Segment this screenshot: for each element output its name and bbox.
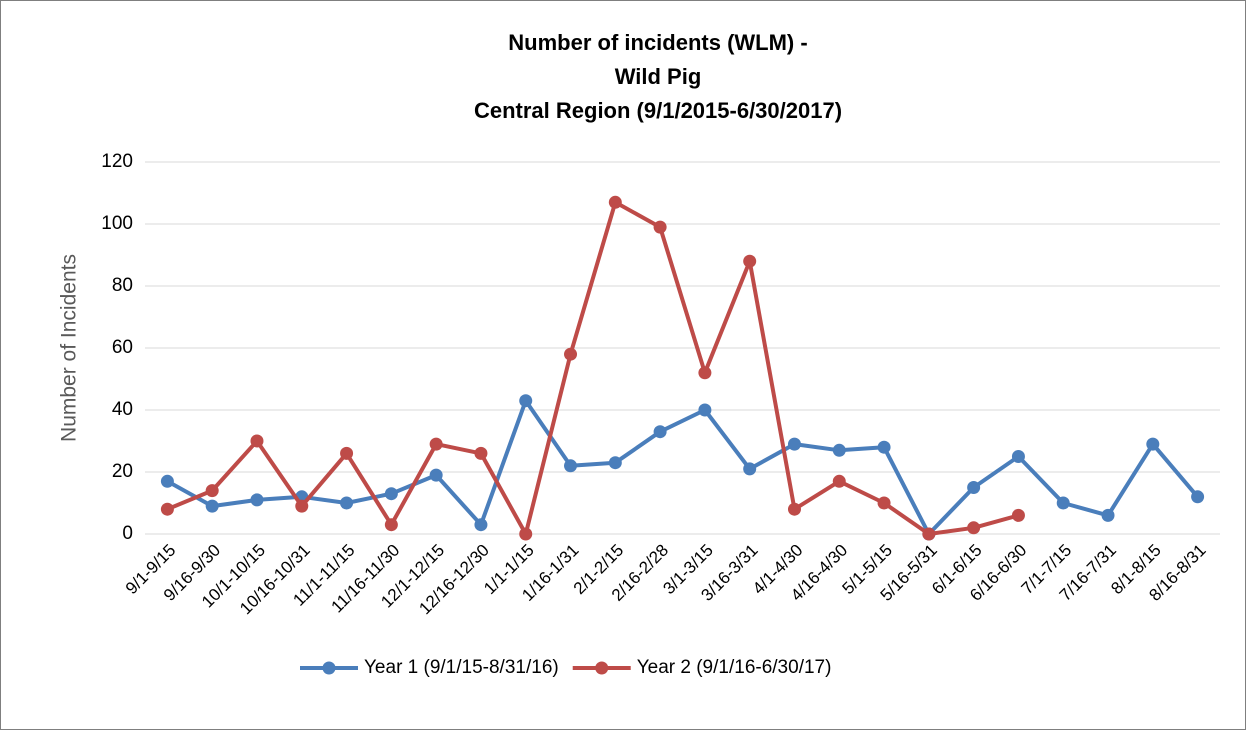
data-point xyxy=(743,254,757,268)
legend-marker xyxy=(595,661,609,675)
data-point xyxy=(698,403,712,417)
data-point xyxy=(1011,508,1025,522)
y-axis-label: Number of Incidents xyxy=(58,254,81,442)
data-point xyxy=(787,502,801,516)
data-point xyxy=(384,518,398,532)
chart-title: Number of incidents (WLM) - xyxy=(508,30,807,55)
series-line xyxy=(166,398,1200,536)
legend-label: Year 2 (9/1/16-6/30/17) xyxy=(637,657,832,678)
data-point xyxy=(340,496,354,510)
data-point xyxy=(1191,490,1205,504)
data-point xyxy=(743,462,757,476)
data-point xyxy=(295,499,309,513)
legend-label: Year 1 (9/1/15-8/31/16) xyxy=(364,657,559,678)
y-tick-label: 20 xyxy=(112,461,133,482)
data-point xyxy=(877,440,891,454)
legend-marker xyxy=(322,661,336,675)
data-point xyxy=(474,446,488,460)
data-point xyxy=(205,499,219,513)
data-point xyxy=(608,195,622,209)
data-point xyxy=(787,437,801,451)
data-point xyxy=(1011,450,1025,463)
data-point xyxy=(429,468,443,482)
data-point xyxy=(967,521,981,535)
data-point xyxy=(608,456,622,470)
data-point xyxy=(205,484,219,498)
data-point xyxy=(384,487,398,501)
data-point xyxy=(922,527,936,541)
data-point xyxy=(877,496,891,510)
data-point xyxy=(519,394,533,408)
data-point xyxy=(967,481,981,494)
data-point xyxy=(653,425,667,439)
data-point xyxy=(1146,437,1160,451)
data-point xyxy=(250,434,264,448)
chart-title: Wild Pig xyxy=(615,64,702,89)
y-tick-label: 40 xyxy=(112,399,133,420)
data-point xyxy=(832,443,846,457)
data-point xyxy=(429,437,443,451)
data-point xyxy=(474,518,488,532)
y-tick-label: 60 xyxy=(112,337,133,358)
data-point xyxy=(1101,508,1115,522)
y-tick-label: 0 xyxy=(122,523,133,544)
y-tick-label: 80 xyxy=(112,275,133,296)
data-point xyxy=(1056,496,1070,510)
data-point xyxy=(160,474,174,488)
data-point xyxy=(832,474,846,488)
y-tick-label: 120 xyxy=(101,151,133,172)
chart-title: Central Region (9/1/2015-6/30/2017) xyxy=(474,98,842,123)
data-point xyxy=(340,446,354,460)
data-point xyxy=(160,502,174,516)
data-point xyxy=(250,493,264,507)
data-point xyxy=(564,459,578,473)
data-point xyxy=(519,527,533,541)
data-point xyxy=(698,366,712,380)
series-line xyxy=(166,200,1019,536)
data-point xyxy=(564,347,578,361)
data-point xyxy=(653,220,667,234)
y-tick-label: 100 xyxy=(101,213,133,234)
